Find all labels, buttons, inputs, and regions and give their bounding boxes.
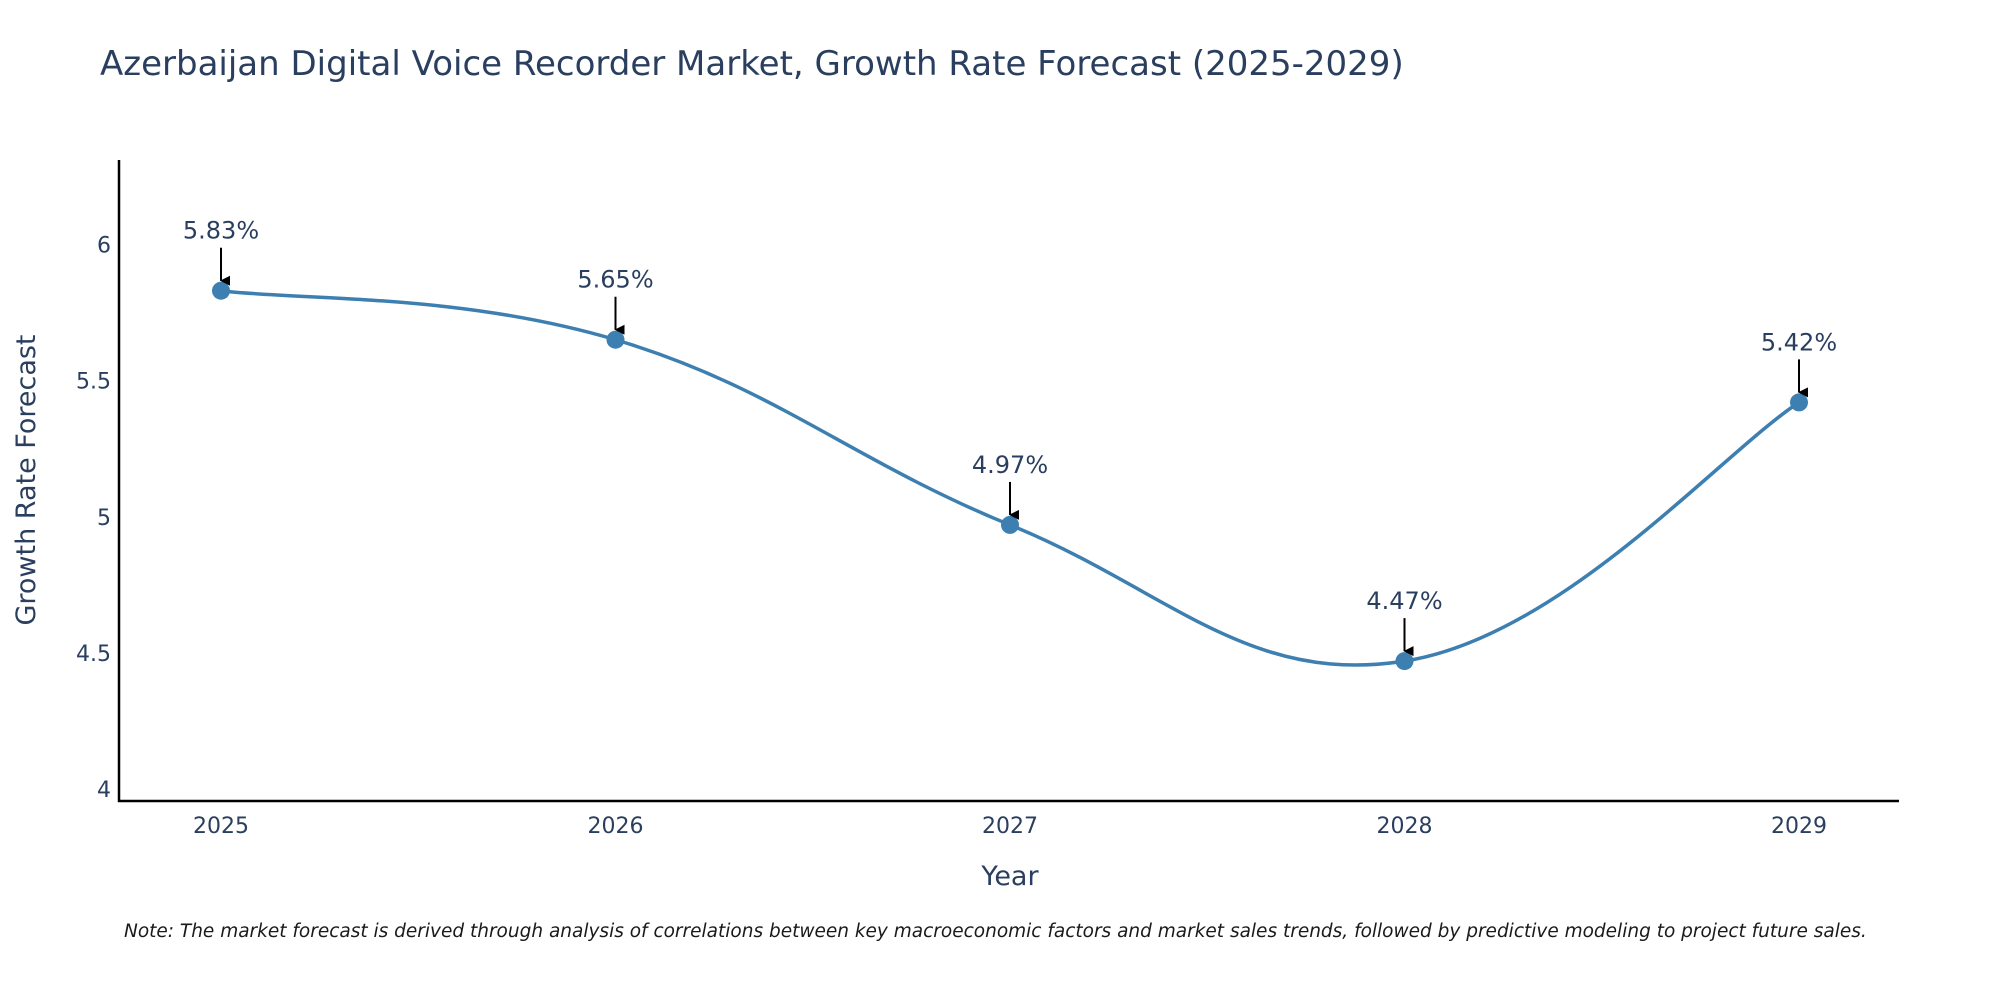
y-axis-label: Growth Rate Forecast	[11, 334, 42, 625]
x-tick-label: 2028	[1377, 814, 1433, 839]
data-point	[1395, 652, 1414, 671]
data-label: 5.42%	[1761, 328, 1837, 356]
data-label: 5.83%	[183, 217, 259, 245]
x-tick-label: 2026	[588, 814, 644, 839]
chart-note: Note: The market forecast is derived thr…	[124, 921, 1867, 942]
plot-area: 4 4.5 5 5.5 6 2025 2026 2027 2028 2029 5.83% 5.65% 4…	[76, 217, 1837, 839]
x-tick-label: 2027	[982, 814, 1038, 839]
x-axis-label: Year	[980, 861, 1039, 892]
y-tick-label: 6	[97, 233, 111, 258]
data-label: 5.65%	[577, 266, 653, 294]
x-tick-label: 2025	[193, 814, 249, 839]
data-point	[1001, 515, 1019, 534]
data-point	[1790, 393, 1808, 412]
y-tick-label: 5.5	[76, 370, 111, 395]
y-tick-label: 4.5	[76, 642, 111, 667]
data-label: 4.47%	[1366, 587, 1442, 615]
y-tick-label: 4	[97, 778, 111, 803]
x-tick-label: 2029	[1771, 814, 1827, 839]
y-tick-label: 5	[97, 506, 111, 531]
data-point	[212, 281, 230, 300]
chart-title: Azerbaijan Digital Voice Recorder Market…	[100, 44, 1404, 84]
data-label: 4.97%	[972, 451, 1048, 479]
data-point	[606, 330, 625, 349]
